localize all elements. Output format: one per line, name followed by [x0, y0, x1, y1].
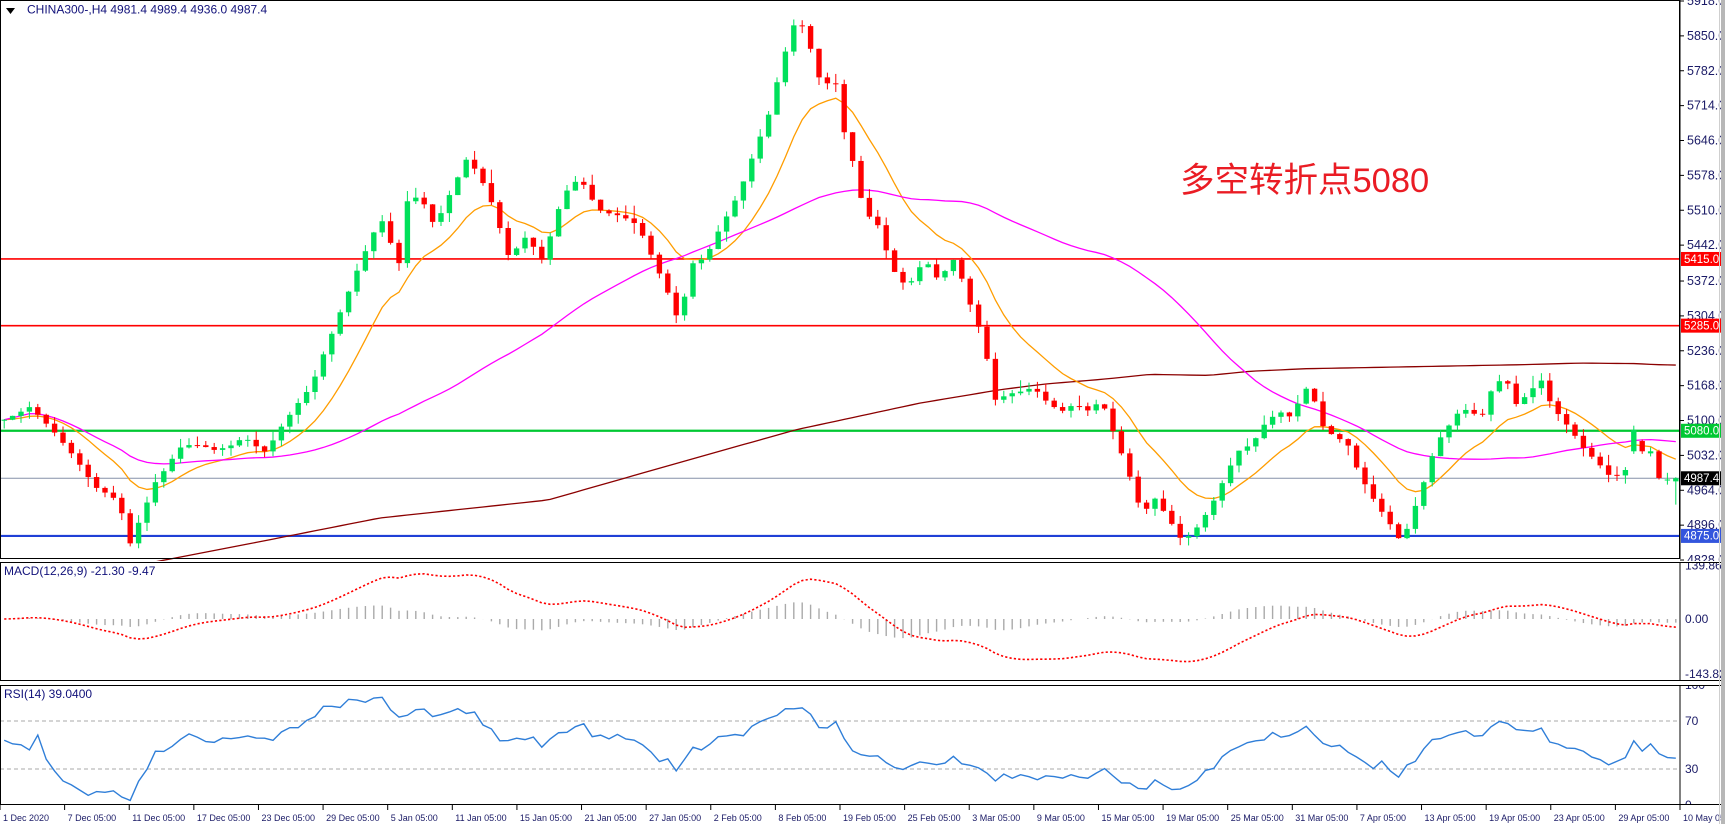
svg-text:9 Mar 05:00: 9 Mar 05:00	[1037, 813, 1085, 823]
svg-text:30: 30	[1685, 762, 1699, 776]
svg-text:31 Mar 05:00: 31 Mar 05:00	[1295, 813, 1348, 823]
svg-text:19 Apr 05:00: 19 Apr 05:00	[1489, 813, 1540, 823]
svg-text:MACD(12,26,9) -21.30 -9.47: MACD(12,26,9) -21.30 -9.47	[4, 564, 156, 578]
svg-text:5080.0: 5080.0	[1684, 426, 1719, 438]
svg-text:8 Feb 05:00: 8 Feb 05:00	[778, 813, 826, 823]
svg-text:5285.0: 5285.0	[1684, 320, 1719, 332]
svg-text:100: 100	[1685, 685, 1705, 692]
svg-text:4875.0: 4875.0	[1684, 531, 1719, 543]
svg-text:多空转折点5080: 多空转折点5080	[1180, 162, 1429, 200]
svg-text:70: 70	[1685, 714, 1699, 728]
svg-text:23 Dec 05:00: 23 Dec 05:00	[261, 813, 315, 823]
svg-text:7 Dec 05:00: 7 Dec 05:00	[68, 813, 117, 823]
svg-text:RSI(14) 39.0400: RSI(14) 39.0400	[4, 687, 92, 701]
svg-text:29 Apr 05:00: 29 Apr 05:00	[1618, 813, 1669, 823]
svg-text:5415.0: 5415.0	[1684, 254, 1719, 266]
svg-text:1 Dec 2020: 1 Dec 2020	[3, 813, 49, 823]
svg-text:15 Jan 05:00: 15 Jan 05:00	[520, 813, 572, 823]
svg-text:27 Jan 05:00: 27 Jan 05:00	[649, 813, 701, 823]
svg-text:19 Feb 05:00: 19 Feb 05:00	[843, 813, 896, 823]
svg-text:11 Dec 05:00: 11 Dec 05:00	[132, 813, 185, 823]
svg-text:15 Mar 05:00: 15 Mar 05:00	[1101, 813, 1154, 823]
svg-text:4987.4: 4987.4	[1684, 473, 1720, 485]
svg-text:3 Mar 05:00: 3 Mar 05:00	[972, 813, 1020, 823]
svg-text:23 Apr 05:00: 23 Apr 05:00	[1554, 813, 1605, 823]
svg-text:139.86: 139.86	[1685, 562, 1722, 572]
svg-text:0: 0	[1685, 798, 1692, 805]
svg-text:2 Feb 05:00: 2 Feb 05:00	[714, 813, 762, 823]
svg-text:25 Feb 05:00: 25 Feb 05:00	[908, 813, 961, 823]
svg-text:25 Mar 05:00: 25 Mar 05:00	[1231, 813, 1284, 823]
svg-text:7 Apr 05:00: 7 Apr 05:00	[1360, 813, 1406, 823]
svg-text:11 Jan 05:00: 11 Jan 05:00	[455, 813, 506, 823]
svg-text:0.00: 0.00	[1685, 612, 1709, 626]
svg-text:19 Mar 05:00: 19 Mar 05:00	[1166, 813, 1219, 823]
svg-text:17 Dec 05:00: 17 Dec 05:00	[197, 813, 251, 823]
svg-text:21 Jan 05:00: 21 Jan 05:00	[585, 813, 637, 823]
svg-text:29 Dec 05:00: 29 Dec 05:00	[326, 813, 380, 823]
svg-text:CHINA300-,H4 4981.4 4989.4 4: CHINA300-,H4 4981.4 4989.4 4936.0 4987.4	[27, 3, 268, 17]
svg-text:13 Apr 05:00: 13 Apr 05:00	[1425, 813, 1476, 823]
svg-text:5 Jan 05:00: 5 Jan 05:00	[391, 813, 438, 823]
